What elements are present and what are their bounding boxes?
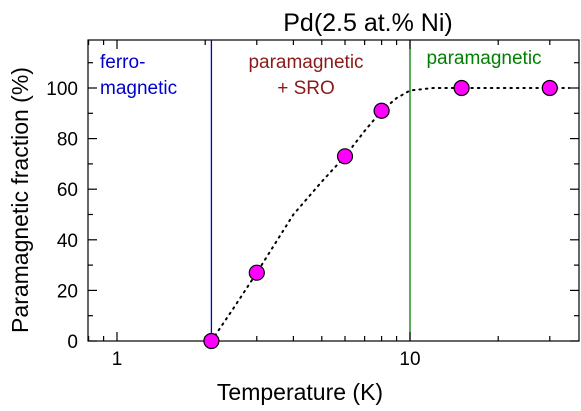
y-tick-label-60: 60 <box>57 180 78 201</box>
region-labels: ferro-magnetic paramagnetic + SRO paramagne… <box>100 48 542 99</box>
plot-frame <box>87 39 580 342</box>
x-axis-ticks: 1 10 <box>88 40 551 370</box>
y-tick-label-100: 100 <box>46 79 78 100</box>
y-tick-label-80: 80 <box>57 130 78 151</box>
x-axis-title: Temperature (K) <box>217 379 383 405</box>
region-label-2-line-1: paramagnetic <box>248 52 363 73</box>
data-point-1 <box>203 332 220 350</box>
data-point-6 <box>541 79 558 97</box>
y-tick-label-0: 0 <box>67 332 78 353</box>
y-tick-label-20: 20 <box>57 281 78 302</box>
data-points <box>203 79 558 350</box>
x-tick-label-10: 10 <box>399 349 420 370</box>
y-tick-label-40: 40 <box>57 231 78 252</box>
x-tick-label-1: 1 <box>112 349 123 370</box>
region-label-2-line-2: + SRO <box>277 78 335 99</box>
data-point-3 <box>336 148 354 165</box>
y-axis-ticks: 0 20 40 60 80 100 <box>46 62 579 353</box>
y-axis-title: Paramagnetic fraction (%) <box>7 67 33 333</box>
region-label-1-line-1: ferro- <box>100 52 145 73</box>
data-point-5 <box>453 79 470 97</box>
region-label-1-line-2: magnetic <box>100 78 177 99</box>
chart-title: Pd(2.5 at.% Ni) <box>283 9 453 37</box>
data-point-2 <box>248 264 265 281</box>
region-label-3-line-1: paramagnetic <box>426 48 541 69</box>
fit-curve <box>210 87 571 342</box>
phase-boundaries <box>210 40 411 341</box>
data-point-4 <box>373 102 390 119</box>
